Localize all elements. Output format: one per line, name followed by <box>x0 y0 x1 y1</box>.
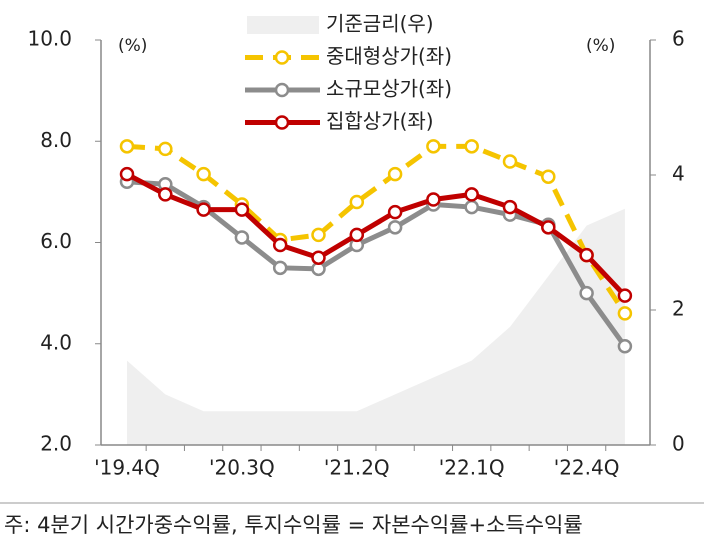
marker <box>158 187 173 202</box>
marker <box>541 220 556 235</box>
marker <box>579 247 594 263</box>
footnote: 주: 4분기 시간가중수익률, 투지수익률 = 자본수익률+소득수익률 <box>4 513 583 537</box>
marker <box>464 187 479 202</box>
y2-tick-label: 2 <box>672 297 685 321</box>
marker <box>464 199 479 215</box>
marker <box>617 288 633 303</box>
marker <box>617 339 633 354</box>
marker <box>234 202 250 217</box>
y2-tick-label: 4 <box>672 162 685 186</box>
marker <box>311 250 326 265</box>
legend-marker <box>274 50 290 65</box>
marker <box>119 139 135 154</box>
marker <box>119 166 135 182</box>
x-tick-label: '22.1Q <box>439 456 505 480</box>
marker <box>464 139 479 154</box>
left-unit: (%) <box>118 36 147 56</box>
legend-label: 집합상가(좌) <box>326 109 434 133</box>
x-tick-label: '22.4Q <box>554 456 620 480</box>
marker <box>541 169 556 184</box>
y-tick-label: 4.0 <box>40 330 72 354</box>
right-unit: (%) <box>586 36 615 56</box>
marker <box>502 154 518 169</box>
marker <box>387 220 403 235</box>
marker <box>617 306 633 321</box>
x-tick-label: '20.3Q <box>209 456 275 480</box>
legend-label: 중대형상가(좌) <box>326 44 452 68</box>
marker <box>579 285 594 301</box>
legend-marker <box>274 82 290 98</box>
marker <box>234 230 250 245</box>
area <box>127 208 625 445</box>
marker <box>349 194 365 210</box>
marker <box>272 237 288 253</box>
marker <box>502 199 518 215</box>
marker <box>158 141 173 157</box>
legend-label: 소규모상가(좌) <box>326 77 452 101</box>
y2-tick-label: 6 <box>672 27 685 51</box>
legend-label: 기준금리(우) <box>326 12 434 36</box>
y-tick-label: 10.0 <box>27 27 72 51</box>
y-tick-label: 2.0 <box>40 432 72 456</box>
marker <box>426 192 441 207</box>
x-tick-label: '21.2Q <box>324 456 390 480</box>
marker <box>272 260 288 276</box>
marker <box>426 139 441 154</box>
y2-tick-label: 0 <box>672 432 685 456</box>
marker <box>349 227 365 243</box>
marker <box>311 227 326 243</box>
legend-marker <box>274 115 290 130</box>
legend-swatch <box>247 16 319 34</box>
marker <box>387 166 403 182</box>
y-tick-label: 6.0 <box>40 229 72 253</box>
marker <box>196 166 211 182</box>
marker <box>196 202 211 217</box>
x-tick-label: '19.4Q <box>94 456 160 480</box>
y-tick-label: 8.0 <box>40 128 72 152</box>
marker <box>387 204 403 220</box>
